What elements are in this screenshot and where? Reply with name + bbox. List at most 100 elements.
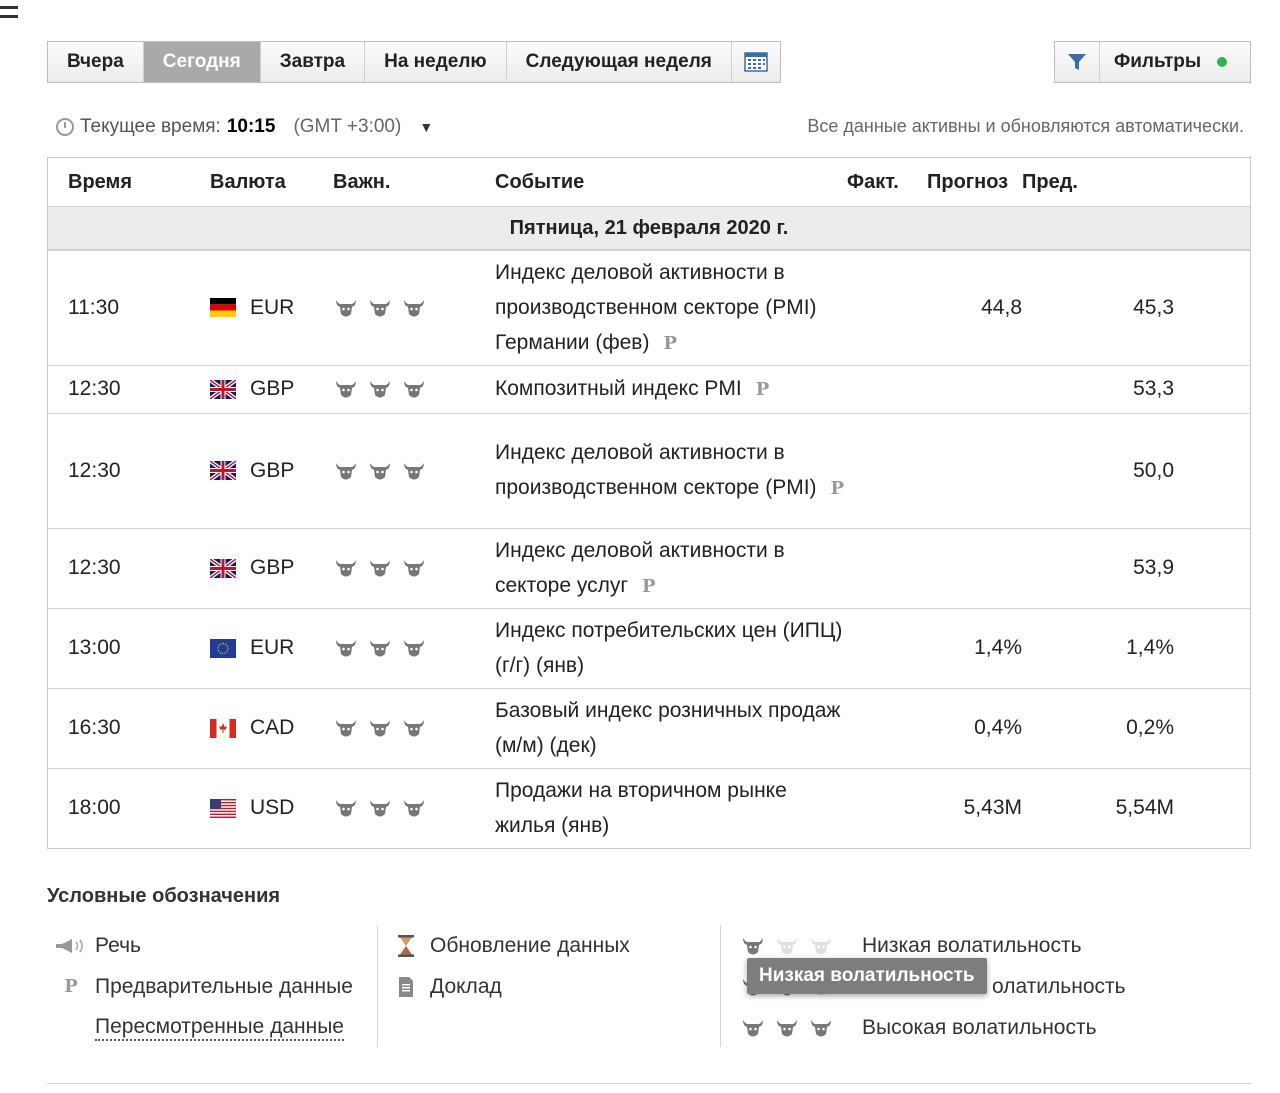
event-time: 12:30 [47, 412, 210, 528]
event-time: 12:30 [47, 364, 210, 413]
bull-icon [370, 299, 390, 317]
bull-icon [404, 381, 424, 398]
actual-value [847, 249, 927, 365]
bull-icon [370, 800, 390, 817]
clock-icon [56, 118, 74, 136]
hourglass-icon [382, 934, 430, 958]
legend-preliminary-label: Предварительные данные [95, 974, 353, 998]
filters-status-dot [1217, 57, 1228, 67]
actual-value [847, 767, 927, 848]
legend-low-volatility: Низкая волатильность [740, 925, 1126, 966]
bull-icon [404, 800, 424, 817]
bull-icon [336, 720, 356, 737]
preliminary-icon: P [64, 976, 78, 997]
filter-icon [1055, 42, 1100, 82]
forecast-value [927, 364, 1022, 413]
currency-code: EUR [250, 295, 295, 319]
actual-value [847, 607, 927, 688]
legend-speech-label: Речь [95, 933, 141, 957]
previous-value: 5,54M [1022, 767, 1174, 848]
previous-value: 53,9 [1022, 527, 1174, 608]
col-forecast[interactable]: Прогноз [927, 170, 1009, 193]
date-label: Пятница, 21 февраля 2020 г. [47, 206, 1251, 251]
event-time: 13:00 [47, 607, 210, 688]
bull-icon [743, 937, 763, 954]
actual-value [847, 687, 927, 768]
menu-icon[interactable] [0, 6, 18, 24]
bull-icon [811, 1019, 831, 1036]
event-name-link[interactable]: Композитный индекс PMI [495, 377, 742, 400]
bull-icon [370, 462, 390, 479]
table-row[interactable]: 12:30 GBP Индекс деловой активности в прои… [47, 412, 1251, 528]
currency-cell: EUR [210, 296, 333, 320]
speech-icon [47, 936, 95, 956]
table-row[interactable]: 12:30 GBP Композитный индекс PMI P 53,3 [47, 364, 1251, 413]
tab-tomorrow[interactable]: Завтра [260, 42, 366, 82]
col-previous[interactable]: Пред. [1022, 170, 1078, 193]
event-name-link[interactable]: Индекс деловой активности в производстве… [495, 441, 817, 499]
actual-value [847, 412, 927, 528]
table-row[interactable]: 13:00 EUR Индекс потребительских цен (ИПЦ)… [47, 607, 1251, 688]
bull-icon [404, 299, 424, 317]
flag-usa-icon [210, 798, 236, 818]
tab-yesterday[interactable]: Вчера [48, 42, 144, 82]
currency-cell: GBP [210, 556, 333, 580]
bull-icon [336, 381, 356, 398]
forecast-value [927, 527, 1022, 608]
bull-icon [404, 462, 424, 479]
bull-icon [404, 720, 424, 737]
date-tabs: Вчера Сегодня Завтра На неделю Следующая… [47, 41, 781, 83]
bull-icon [811, 937, 831, 954]
importance-rating [333, 297, 495, 319]
col-event[interactable]: Событие [495, 170, 585, 193]
legend-high-volatility: Высокая волатильность [740, 1007, 1126, 1048]
legend-revised-label: Пересмотренные данные [95, 1015, 344, 1041]
event-name-link[interactable]: Базовый индекс розничных продаж (м/м) (д… [495, 699, 841, 757]
bull-icon [743, 1019, 763, 1036]
legend-high-label: Высокая волатильность [862, 1015, 1097, 1039]
event-time: 11:30 [47, 249, 210, 365]
preliminary-icon: P [642, 575, 656, 597]
event-time: 18:00 [47, 767, 210, 848]
bull-icon [370, 560, 390, 577]
bull-icon [336, 640, 356, 657]
tab-today[interactable]: Сегодня [143, 42, 261, 82]
current-time-label: Текущее время: [80, 116, 221, 137]
currency-cell: CAD [210, 716, 333, 740]
legend-report: Доклад [382, 966, 630, 1007]
flag-uk-icon [210, 461, 236, 480]
event-name-link[interactable]: Индекс потребительских цен (ИПЦ) (г/г) (… [495, 619, 843, 677]
bull-icon [777, 937, 797, 954]
col-importance[interactable]: Важн. [333, 170, 391, 193]
currency-code: EUR [250, 636, 295, 659]
col-actual[interactable]: Факт. [847, 170, 899, 193]
event-name-link[interactable]: Индекс деловой активности в секторе услу… [495, 538, 785, 597]
tab-next-week[interactable]: Следующая неделя [506, 42, 732, 82]
flag-eu-icon [210, 638, 236, 658]
forecast-value: 1,4% [927, 607, 1022, 688]
calendar-icon [744, 52, 768, 72]
filters-button[interactable]: Фильтры [1054, 41, 1251, 83]
bull-icon [370, 720, 390, 737]
table-row[interactable]: 12:30 GBP Индекс деловой активности в сект… [47, 527, 1251, 608]
legend-revised: Пересмотренные данные [47, 1007, 353, 1048]
actual-value [847, 527, 927, 608]
economic-calendar-table: Время Валюта Важн. Событие Факт. Прогноз… [47, 157, 1251, 849]
current-time: Текущее время: 10:15 (GMT +3:00) ▼ [56, 116, 433, 138]
legend-low-label: Низкая волатильность [862, 933, 1082, 957]
bull-rating-high [740, 1017, 862, 1039]
event-name-link[interactable]: Продажи на вторичном рынке жилья (янв) [495, 779, 787, 837]
calendar-button[interactable] [731, 42, 780, 82]
table-row[interactable]: 16:30 CAD Базовый индекс розничных продаж … [47, 687, 1251, 768]
timezone-select[interactable]: (GMT +3:00) [293, 116, 402, 137]
tab-this-week[interactable]: На неделю [365, 42, 507, 82]
col-time[interactable]: Время [68, 170, 132, 193]
table-row[interactable]: 11:30 EUR Индекс деловой активности в прои… [47, 249, 1251, 365]
flag-canada-icon [210, 718, 236, 738]
currency-cell: GBP [210, 377, 333, 401]
chevron-down-icon[interactable]: ▼ [419, 119, 434, 135]
table-row[interactable]: 18:00 USD Продажи на вторичном рынке жилья… [47, 767, 1251, 848]
event-name-link[interactable]: Индекс деловой активности в производстве… [495, 260, 817, 354]
col-currency[interactable]: Валюта [210, 170, 286, 193]
flag-germany-icon [210, 298, 236, 318]
